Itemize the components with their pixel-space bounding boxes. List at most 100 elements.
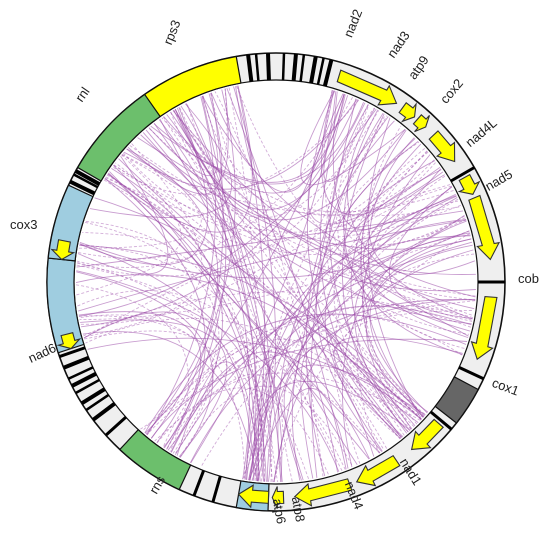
repeat-link (85, 318, 412, 430)
repeats-top-bar (299, 54, 306, 82)
repeats-top-bar (322, 59, 334, 87)
repeat-link (252, 150, 428, 481)
separator-bar (104, 416, 127, 437)
nad3-arrow (398, 102, 417, 123)
repeats-left-bar (67, 366, 94, 380)
label-nad4L: nad4L (462, 115, 499, 150)
repeat-link (251, 387, 349, 481)
gene-segments (46, 53, 505, 512)
label-nad5: nad5 (482, 166, 515, 193)
repeat-link (80, 319, 228, 458)
atp8-arrow (271, 486, 285, 509)
repeat-link (334, 360, 405, 464)
repeat-link (173, 102, 366, 211)
repeat-link (76, 270, 340, 473)
rps3-segment (134, 55, 242, 124)
links-layer (75, 85, 476, 483)
repeat-link (75, 274, 416, 427)
label-nad6: nad6 (26, 340, 59, 366)
repeat-link (76, 271, 214, 458)
repeat-link (281, 379, 381, 482)
repeats-left-bar (75, 378, 100, 395)
repeat-link (113, 164, 388, 449)
label-rnl: rnl (72, 84, 93, 105)
repeat-link (179, 106, 415, 428)
repeat-link (388, 186, 473, 320)
repeat-link (248, 230, 470, 481)
repeat-link (78, 311, 202, 449)
repeat-link (111, 168, 223, 451)
nad1-arrow (355, 454, 401, 487)
label-atp6: atp6 (270, 497, 289, 525)
repeat-link (84, 330, 214, 455)
repeat-link (105, 177, 473, 321)
nad2-arrow (336, 69, 398, 106)
repeat-link (342, 138, 456, 232)
repeat-link (137, 137, 469, 337)
repeat-link (360, 125, 412, 430)
nad4L-arrow (457, 173, 481, 195)
repeat-link (333, 349, 422, 451)
repeat-link (174, 109, 476, 275)
repeat-link (105, 176, 268, 481)
repeat-link (262, 195, 457, 482)
repeat-link (245, 298, 476, 480)
repeats-top-bar (281, 53, 286, 81)
repeat-link (145, 314, 463, 435)
repeat-link (257, 114, 387, 482)
nad4-arrow (293, 478, 353, 507)
repeat-link (266, 186, 453, 482)
separator-bar (429, 410, 453, 431)
repeat-link (76, 231, 172, 296)
separator-bar (458, 366, 485, 381)
repeats-left-bar (62, 355, 90, 370)
repeats-left-bar (85, 393, 110, 412)
repeat-link (190, 91, 337, 464)
repeat-link (146, 96, 216, 436)
repeats-top-bar (266, 53, 271, 81)
repeats-upper-left-bar (73, 173, 99, 189)
label-cob: cob (518, 271, 539, 286)
separator-bar (450, 166, 476, 183)
repeat-link (76, 104, 370, 277)
repeat-link (151, 89, 236, 439)
repeat-link (77, 219, 467, 312)
repeat-link (228, 87, 258, 480)
repeats-top-bar (254, 53, 260, 81)
repeat-link (79, 230, 470, 321)
repeat-link (79, 214, 465, 279)
repeat-link (354, 234, 471, 434)
repeat-link (129, 145, 474, 317)
repeat-link (176, 361, 261, 482)
label-atp9: atp9 (405, 53, 432, 82)
repeat-link (153, 102, 364, 185)
repeat-link (323, 89, 465, 349)
nad5-arrow (468, 194, 501, 261)
separator-bar (192, 470, 206, 497)
repeat-link (260, 195, 457, 482)
repeat-link (277, 169, 442, 482)
repeats-top-bar (309, 56, 318, 84)
repeat-link (108, 172, 370, 460)
repeat-link (162, 88, 228, 174)
repeat-link (325, 107, 422, 420)
repeat-link (233, 86, 277, 482)
repeat-link (113, 161, 437, 233)
atp9-arrow (412, 114, 430, 133)
repeat-link (77, 290, 346, 470)
repeat-link (87, 337, 422, 420)
repeat-link (148, 95, 219, 176)
repeat-link (356, 217, 466, 454)
repeats-top-bar (316, 57, 325, 85)
repeats-left-bar (71, 371, 97, 388)
repeat-link (255, 305, 472, 482)
repeat-link (201, 96, 304, 481)
separator-bar (58, 346, 86, 358)
cox1-block-segment (434, 376, 480, 424)
repeat-link (237, 85, 266, 481)
repeat-link (324, 235, 471, 452)
repeats-upper-left-bar (74, 169, 101, 186)
repeat-link (367, 117, 476, 275)
repeat-link (163, 94, 346, 194)
